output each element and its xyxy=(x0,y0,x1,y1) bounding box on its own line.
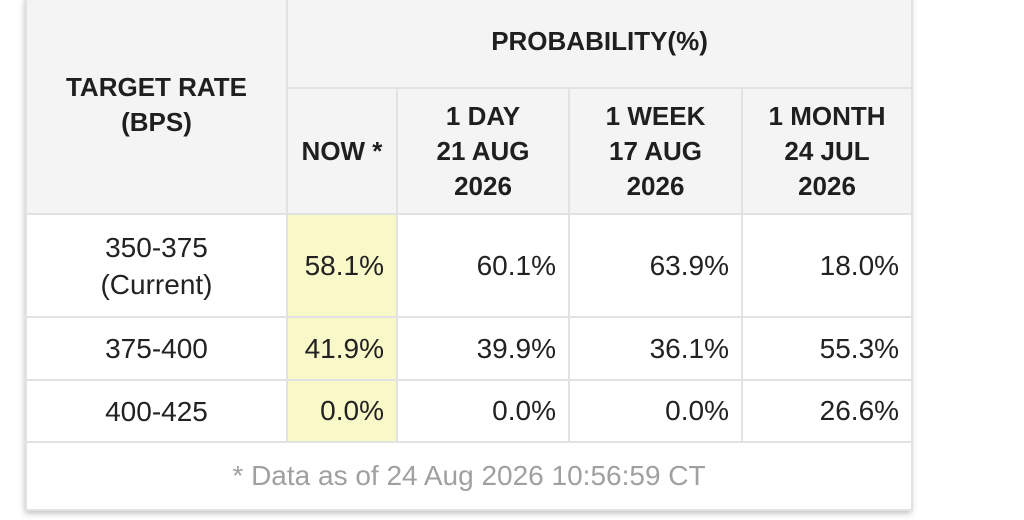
1-day-probability-cell: 39.9% xyxy=(396,316,570,381)
target-rate-value: 375-400 xyxy=(105,333,208,364)
target-rate-header-line: (BPS) xyxy=(121,106,192,137)
column-header-line: 1 DAY xyxy=(445,100,521,131)
column-header-now: NOW * xyxy=(286,87,398,215)
target-rate-value: 350-375 xyxy=(105,231,208,263)
column-header-line: 1 MONTH xyxy=(768,100,886,131)
data-timestamp-footnote: * Data as of 24 Aug 2026 10:56:59 CT xyxy=(24,441,914,511)
column-header-line: 2026 xyxy=(454,170,512,201)
1-day-probability-cell: 60.1% xyxy=(396,213,570,318)
probability-table: TARGET RATE (BPS) PROBABILITY(%) NOW * 1… xyxy=(24,0,914,511)
1-month-probability-cell: 18.0% xyxy=(740,213,914,318)
table-row: 400-425 0.0% 0.0% 0.0% 26.6% xyxy=(25,379,914,443)
now-probability-cell: 0.0% xyxy=(286,379,398,443)
column-header-line: 2026 xyxy=(798,170,856,201)
column-header-1-day: 1 DAY 21 AUG 2026 xyxy=(396,87,570,215)
target-rate-value: 400-425 xyxy=(105,395,208,427)
column-header-line: 1 WEEK xyxy=(605,100,706,131)
1-month-probability-cell: 26.6% xyxy=(740,379,914,443)
1-day-probability-cell: 0.0% xyxy=(396,379,570,443)
column-header-line: 24 JUL xyxy=(784,135,870,166)
probability-header: PROBABILITY(%) xyxy=(285,0,914,89)
1-week-probability-cell: 63.9% xyxy=(568,213,743,318)
column-header-1-week: 1 WEEK 17 AUG 2026 xyxy=(568,87,743,215)
probability-table-card: TARGET RATE (BPS) PROBABILITY(%) NOW * 1… xyxy=(24,0,914,511)
target-rate-cell: 350-375 (Current) xyxy=(25,213,288,318)
target-rate-header-line: TARGET RATE xyxy=(65,71,248,102)
current-rate-label: (Current) xyxy=(100,268,213,300)
1-month-probability-cell: 55.3% xyxy=(740,316,914,381)
table-row: 350-375 (Current) 58.1% 60.1% 63.9% 18.0… xyxy=(25,213,914,318)
target-rate-header: TARGET RATE (BPS) xyxy=(25,0,288,215)
column-header-line: 21 AUG xyxy=(436,135,530,166)
table-row: 375-400 41.9% 39.9% 36.1% 55.3% xyxy=(25,316,914,381)
column-header-1-month: 1 MONTH 24 JUL 2026 xyxy=(740,87,914,215)
1-week-probability-cell: 36.1% xyxy=(568,316,743,381)
now-probability-cell: 58.1% xyxy=(286,213,398,318)
column-header-line: 2026 xyxy=(626,170,685,201)
target-rate-cell: 375-400 xyxy=(25,316,288,381)
1-week-probability-cell: 0.0% xyxy=(568,379,743,443)
column-header-line: NOW * xyxy=(301,135,383,166)
now-probability-cell: 41.9% xyxy=(286,316,398,381)
column-header-line: 17 AUG xyxy=(609,135,702,166)
target-rate-cell: 400-425 xyxy=(25,379,288,443)
